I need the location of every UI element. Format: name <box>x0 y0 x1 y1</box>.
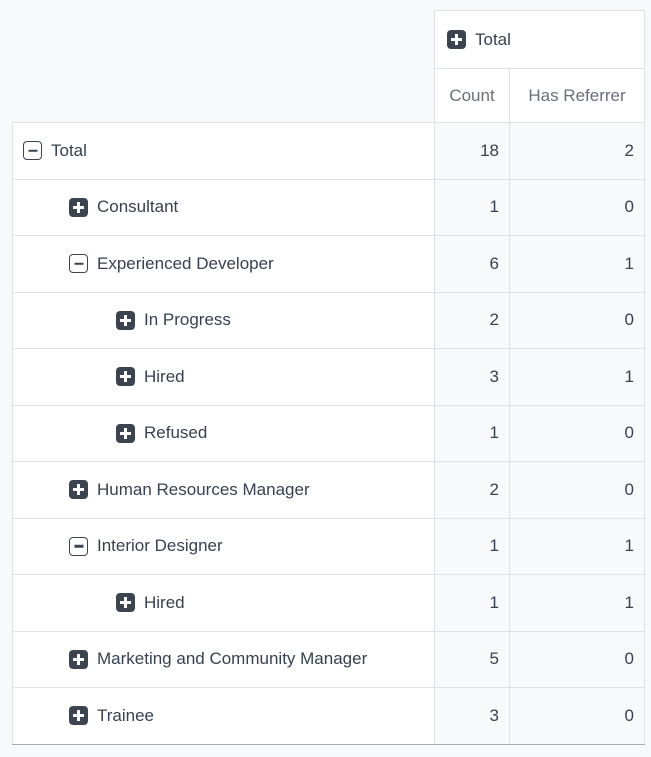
plus-square-icon[interactable] <box>69 649 88 669</box>
corner-blank-cell <box>13 69 435 123</box>
row-header-refused[interactable]: Refused <box>12 404 435 462</box>
row-label: Experienced Developer <box>97 253 274 273</box>
minus-square-icon[interactable] <box>69 536 88 556</box>
pivot-row: Interior Designer 1 1 <box>12 517 646 575</box>
column-group-header-row: Total <box>13 10 646 69</box>
count-value-cell[interactable]: 18 <box>434 122 510 180</box>
count-value-cell[interactable]: 1 <box>434 178 510 236</box>
pivot-row: Experienced Developer 6 1 <box>12 235 646 293</box>
minus-square-icon[interactable] <box>69 254 88 274</box>
has-referrer-value-cell[interactable]: 0 <box>508 687 646 745</box>
pivot-row: Hired 3 1 <box>12 348 646 406</box>
pivot-row: Marketing and Community Manager 5 0 <box>12 630 646 688</box>
pivot-row: Hired 1 1 <box>12 574 646 632</box>
plus-square-icon[interactable] <box>116 367 135 387</box>
row-header-hired-2[interactable]: Hired <box>12 574 435 632</box>
row-label: Human Resources Manager <box>97 479 310 499</box>
column-group-total-header[interactable]: Total <box>433 10 646 69</box>
measures-header-row: Count Has Referrer <box>13 68 646 123</box>
count-value-cell[interactable]: 1 <box>434 574 510 632</box>
has-referrer-value-cell[interactable]: 0 <box>508 291 646 349</box>
measure-header-has-referrer[interactable]: Has Referrer <box>508 68 646 123</box>
measure-header-count[interactable]: Count <box>434 68 510 123</box>
row-header-hired[interactable]: Hired <box>12 348 435 406</box>
row-label: Hired <box>144 592 185 612</box>
plus-square-icon[interactable] <box>69 197 88 217</box>
pivot-row: Trainee 3 0 <box>12 687 646 745</box>
row-header-total[interactable]: Total <box>12 122 435 180</box>
plus-square-icon[interactable] <box>69 480 88 500</box>
pivot-row: Consultant 1 0 <box>12 178 646 236</box>
plus-square-icon[interactable] <box>116 310 135 330</box>
has-referrer-value-cell[interactable]: 1 <box>508 348 646 406</box>
pivot-row: Refused 1 0 <box>12 404 646 462</box>
plus-square-icon[interactable] <box>116 593 135 613</box>
corner-blank-cell <box>13 11 435 69</box>
count-value-cell[interactable]: 6 <box>434 235 510 293</box>
row-header-consultant[interactable]: Consultant <box>12 178 435 236</box>
row-label: Hired <box>144 366 185 386</box>
pivot-table: Total Count Has Referrer Total 18 2 Cons… <box>12 10 646 745</box>
plus-square-icon[interactable] <box>116 423 135 443</box>
count-value-cell[interactable]: 2 <box>434 291 510 349</box>
column-group-label: Total <box>475 29 511 49</box>
has-referrer-value-cell[interactable]: 0 <box>508 461 646 519</box>
row-header-marketing-and-community-manager[interactable]: Marketing and Community Manager <box>12 630 435 688</box>
pivot-row: In Progress 2 0 <box>12 291 646 349</box>
row-label: Consultant <box>97 197 179 217</box>
count-value-cell[interactable]: 3 <box>434 687 510 745</box>
count-value-cell[interactable]: 5 <box>434 630 510 688</box>
has-referrer-value-cell[interactable]: 0 <box>508 630 646 688</box>
row-label: Interior Designer <box>97 536 223 556</box>
has-referrer-value-cell[interactable]: 2 <box>508 122 646 180</box>
row-label: Marketing and Community Manager <box>97 649 368 669</box>
plus-square-icon[interactable] <box>69 706 88 726</box>
row-header-trainee[interactable]: Trainee <box>12 687 435 745</box>
has-referrer-value-cell[interactable]: 0 <box>508 178 646 236</box>
row-header-in-progress[interactable]: In Progress <box>12 291 435 349</box>
count-value-cell[interactable]: 1 <box>434 404 510 462</box>
has-referrer-value-cell[interactable]: 1 <box>508 517 646 575</box>
has-referrer-value-cell[interactable]: 1 <box>508 574 646 632</box>
count-value-cell[interactable]: 2 <box>434 461 510 519</box>
count-value-cell[interactable]: 3 <box>434 348 510 406</box>
row-label: Refused <box>144 423 208 443</box>
row-label: Total <box>51 140 87 160</box>
row-header-human-resources-manager[interactable]: Human Resources Manager <box>12 461 435 519</box>
has-referrer-value-cell[interactable]: 1 <box>508 235 646 293</box>
pivot-row: Human Resources Manager 2 0 <box>12 461 646 519</box>
row-header-interior-designer[interactable]: Interior Designer <box>12 517 435 575</box>
row-label: Trainee <box>97 705 155 725</box>
row-header-experienced-developer[interactable]: Experienced Developer <box>12 235 435 293</box>
has-referrer-value-cell[interactable]: 0 <box>508 404 646 462</box>
plus-square-icon[interactable] <box>447 30 466 49</box>
pivot-row: Total 18 2 <box>12 122 646 180</box>
minus-square-icon[interactable] <box>23 141 42 161</box>
count-value-cell[interactable]: 1 <box>434 517 510 575</box>
row-label: In Progress <box>144 310 231 330</box>
